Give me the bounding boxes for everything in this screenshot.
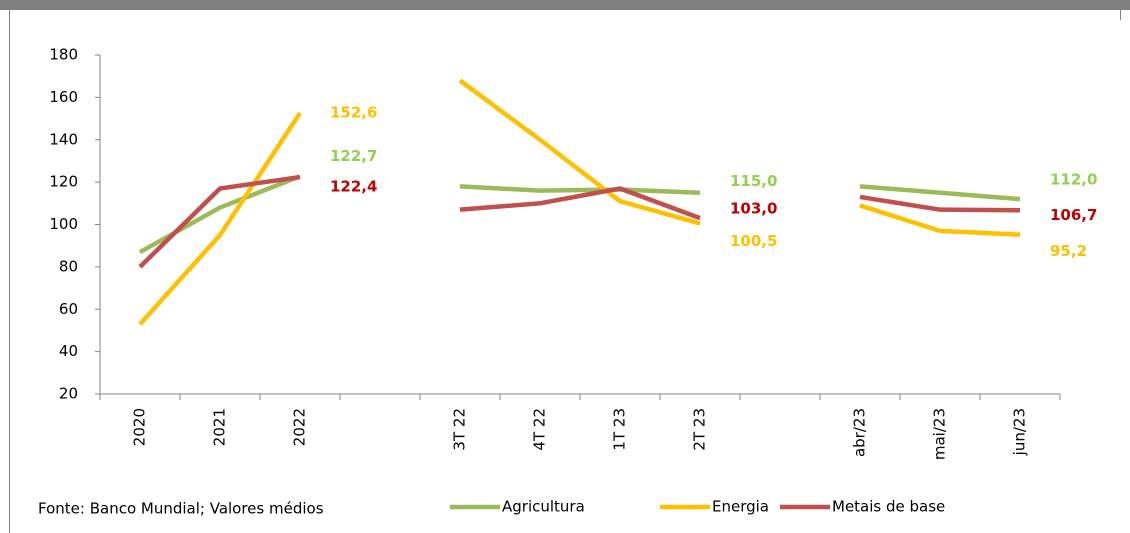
series-line [859,203,1021,237]
y-tick-label: 120 [49,173,78,191]
y-tick-label: 60 [59,300,78,318]
y-tick-label: 140 [49,130,78,148]
value-label: 95,2 [1050,242,1087,260]
x-tick-label: abr/23 [851,408,869,457]
legend-label: Agricultura [502,498,585,516]
value-label: 106,7 [1050,206,1097,224]
x-tick-label: 3T 22 [451,408,469,451]
y-tick-label: 160 [49,88,78,106]
x-tick-label: 2022 [291,408,309,446]
x-tick-label: mai/23 [931,408,949,460]
x-tick-label: 2021 [211,408,229,446]
series-line [459,186,701,221]
top-bar [0,0,1130,10]
value-label: 122,7 [330,147,377,165]
series-line [458,78,701,226]
series-line [138,111,302,326]
x-tick-label: jun/23 [1011,408,1029,456]
series-line [859,184,1021,202]
series-line [859,194,1021,213]
y-tick-label: 80 [59,257,78,275]
value-label: 112,0 [1050,171,1097,189]
x-tick-label: 2T 23 [691,408,709,451]
series-line [138,174,301,255]
value-label: 115,0 [730,172,777,190]
value-label: 100,5 [730,232,777,250]
x-tick-label: 4T 22 [531,408,549,451]
x-tick-label: 1T 23 [611,408,629,451]
legend-label: Metais de base [832,498,945,516]
y-tick-label: 180 [49,46,78,64]
legend-label: Energia [712,498,769,516]
x-tick-label: 2020 [131,408,149,446]
series-line [459,184,701,195]
value-label: 152,6 [330,104,377,122]
value-label: 122,4 [330,178,377,196]
y-tick-label: 40 [59,342,78,360]
value-label: 103,0 [730,200,777,218]
source-note: Fonte: Banco Mundial; Valores médios [38,500,324,518]
y-tick-label: 100 [49,215,78,233]
y-tick-label: 20 [59,385,78,403]
series-line [138,174,301,269]
